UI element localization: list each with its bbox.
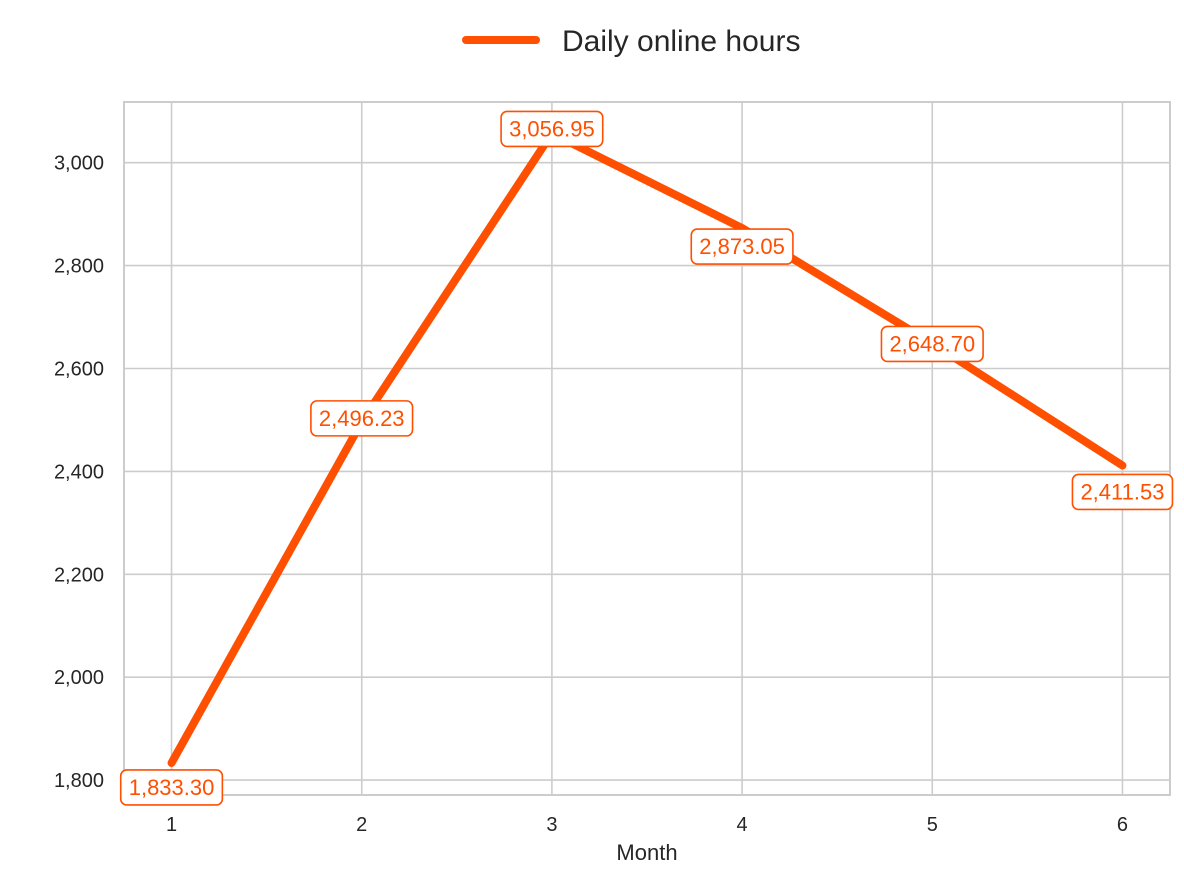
- y-tick-label: 2,000: [54, 667, 104, 689]
- data-label-box: [1071, 473, 1174, 511]
- y-tick-label: 1,800: [54, 770, 104, 792]
- data-label: 3,056.95: [500, 110, 604, 148]
- x-tick-label: 3: [546, 814, 557, 836]
- data-label: 2,411.53: [1071, 473, 1174, 511]
- plot-frame: [123, 101, 1171, 796]
- y-tick-label: 2,200: [54, 564, 104, 586]
- data-label: 2,496.23: [310, 400, 414, 437]
- x-tick-label: 4: [737, 814, 748, 836]
- data-label-box: [119, 769, 224, 806]
- x-axis-ticks: 1 2 3 4 5 6: [166, 814, 1128, 836]
- data-label-text: 1,833.30: [129, 775, 215, 800]
- grid: [124, 102, 1170, 795]
- data-label-text: 3,056.95: [509, 116, 595, 141]
- y-tick-label: 2,600: [54, 358, 104, 380]
- x-axis-title: Month: [616, 840, 677, 865]
- x-tick-label: 2: [356, 814, 367, 836]
- data-label-text: 2,496.23: [319, 406, 405, 431]
- legend: Daily online hours: [462, 25, 800, 58]
- series-layer: [167, 129, 1127, 767]
- series-line-daily-online-hours: [167, 129, 1127, 767]
- y-tick-label: 2,800: [54, 256, 104, 278]
- data-label-box: [880, 325, 984, 363]
- y-tick-label: 2,400: [54, 461, 104, 483]
- data-label: 2,648.70: [880, 325, 984, 363]
- data-label-box: [500, 110, 604, 148]
- data-label-box: [310, 400, 414, 437]
- data-label-box: [690, 228, 794, 265]
- data-label: 2,873.05: [690, 228, 794, 265]
- legend-label: Daily online hours: [562, 25, 800, 58]
- x-tick-label: 5: [927, 814, 938, 836]
- y-tick-label: 3,000: [54, 153, 104, 175]
- x-tick-label: 1: [166, 814, 177, 836]
- y-axis-ticks: 1,800 2,000 2,200 2,400 2,600 2,800 3,000: [54, 153, 104, 792]
- data-label-text: 2,648.70: [889, 331, 975, 356]
- data-label-text: 2,411.53: [1080, 479, 1164, 504]
- data-labels: 1,833.30 2,496.23 3,056.95 2,873.05 2,648.70…: [119, 110, 1174, 806]
- x-tick-label: 6: [1117, 814, 1128, 836]
- data-label-text: 2,873.05: [699, 234, 785, 259]
- data-label: 1,833.30: [119, 769, 224, 806]
